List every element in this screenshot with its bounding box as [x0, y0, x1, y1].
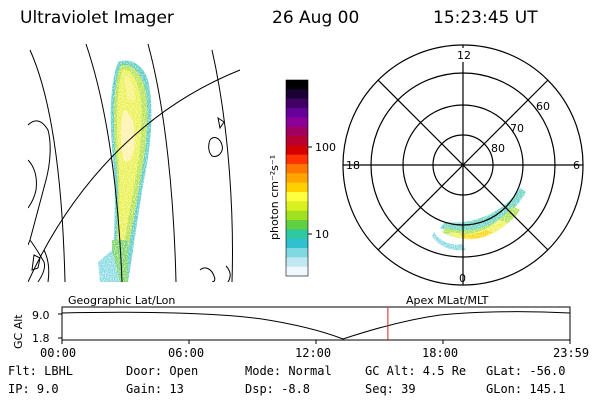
timeline-caption-right: Apex MLat/MLT [406, 294, 489, 307]
color-scale-bar: 100 10 photon cm⁻²s⁻¹ [268, 79, 336, 277]
info-seq: Seq: 39 [365, 382, 416, 396]
info-filter: Flt: LBHL [8, 364, 73, 378]
timeline-ytick-min: 1.8 [32, 332, 50, 345]
timeline-caption-left: Geographic Lat/Lon [68, 294, 175, 307]
info-glat: GLat: -56.0 [486, 364, 565, 378]
timeline-ytick-max: 9.0 [32, 309, 50, 322]
color-scale-gradient [286, 80, 308, 277]
info-glon: GLon: 145.1 [486, 382, 565, 396]
mlt-label-18: 18 [346, 159, 360, 172]
colorbar-swatch [286, 126, 308, 137]
colorbar-swatch [286, 182, 308, 193]
altitude-curve [61, 311, 571, 340]
info-gc-alt: GC Alt: 4.5 Re [365, 364, 466, 378]
mlat-label-60: 60 [536, 100, 550, 113]
colorbar-swatch [286, 145, 308, 156]
mlat-label-80: 80 [491, 142, 505, 155]
colorbar-swatch [286, 201, 308, 212]
date-label: 26 Aug 00 [272, 8, 360, 28]
colorbar-swatch [286, 108, 308, 118]
colorbar-swatch [286, 117, 308, 128]
colorbar-swatch [286, 173, 308, 184]
orbit-timeline: Geographic Lat/Lon Apex MLat/MLT GC Alt … [12, 294, 589, 360]
timeline-ylabel: GC Alt [12, 314, 25, 349]
colorbar-swatch [286, 248, 308, 258]
colorbar-tick-10: 10 [315, 228, 329, 241]
colorbar-swatch [286, 89, 308, 100]
colorbar-swatch [286, 98, 308, 109]
colorbar-tick-100: 100 [315, 141, 336, 154]
colorbar-swatch [286, 136, 308, 146]
auroral-emission-geographic [98, 60, 152, 282]
polar-grid [342, 44, 584, 286]
instrument-title: Ultraviolet Imager [20, 8, 174, 28]
mlat-label-70: 70 [510, 122, 524, 135]
info-gain: Gain: 13 [126, 382, 184, 396]
polar-mlt-panel: 12 18 6 0 60 70 80 [342, 44, 584, 286]
colorbar-swatch [286, 164, 308, 174]
colorbar-swatch [286, 229, 308, 240]
colorbar-swatch [286, 210, 308, 221]
mlt-label-6: 6 [573, 159, 580, 172]
mlt-label-12: 12 [457, 49, 471, 62]
colorbar-swatch [286, 192, 308, 202]
mlt-label-0: 0 [459, 272, 466, 285]
info-door: Door: Open [126, 364, 198, 378]
colorbar-unit-label: photon cm⁻²s⁻¹ [268, 155, 281, 240]
timeline-xtick-1800: 18:00 [422, 346, 458, 360]
info-mode: Mode: Normal [245, 364, 332, 378]
latlon-grid [28, 43, 241, 282]
auroral-emission-polar [432, 188, 526, 251]
timeline-xtick-0000: 00:00 [40, 346, 76, 360]
instrument-info: Flt: LBHL Door: Open Mode: Normal GC Alt… [8, 364, 565, 396]
colorbar-swatch [286, 220, 308, 230]
time-label: 15:23:45 UT [433, 8, 538, 28]
colorbar-swatch [286, 80, 308, 90]
timeline-xtick-1200: 12:00 [295, 346, 331, 360]
colorbar-swatch [286, 266, 308, 277]
timeline-xtick-0600: 06:00 [168, 346, 204, 360]
geographic-image-panel [28, 43, 241, 282]
coastlines [28, 116, 231, 282]
colorbar-swatch [286, 238, 308, 249]
info-dsp: Dsp: -8.8 [245, 382, 310, 396]
colorbar-swatch [286, 154, 308, 165]
timeline-xtick-2359: 23:59 [553, 346, 589, 360]
colorbar-swatch [286, 257, 308, 268]
info-ip: IP: 9.0 [8, 382, 59, 396]
